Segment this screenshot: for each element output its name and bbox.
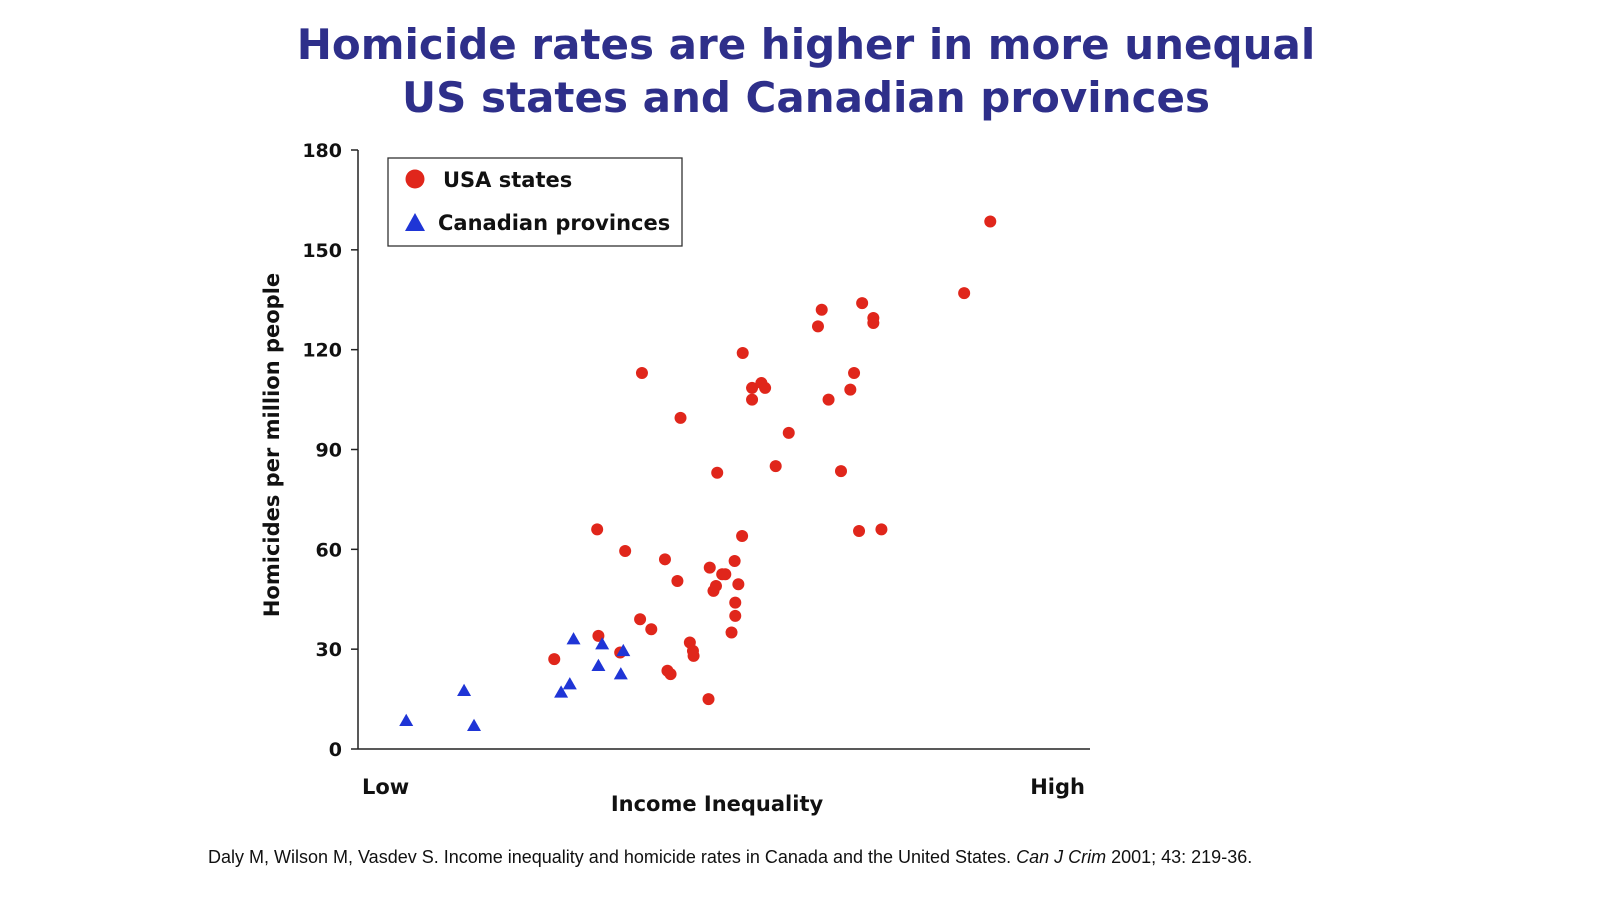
citation-authors: Daly M, Wilson M, Vasdev S. Income inequ…	[208, 847, 1017, 867]
legend-usa-marker	[405, 169, 425, 189]
usa-state-point	[844, 383, 857, 396]
y-tick-label: 60	[316, 539, 342, 561]
usa-state-point	[875, 523, 888, 536]
canadian-province-point	[399, 713, 414, 726]
usa-state-point	[664, 668, 677, 681]
canadian-province-point	[616, 643, 631, 657]
legend-canada-marker	[405, 213, 425, 231]
chart-title-line-1: Homicide rates are higher in more unequa…	[296, 20, 1316, 69]
usa-state-point	[619, 544, 632, 557]
usa-state-point	[822, 393, 835, 406]
usa-state-point	[709, 579, 722, 592]
y-axis-label: Homicides per million people	[260, 273, 284, 617]
citation-journal: Can J Crim	[1016, 847, 1107, 867]
canadian-province-point	[562, 677, 577, 690]
usa-state-point	[732, 578, 745, 591]
usa-state-point	[782, 426, 795, 439]
usa-state-point	[635, 366, 648, 379]
usa-state-point	[815, 303, 828, 316]
usa-state-point	[634, 613, 647, 626]
canadian-province-point	[467, 718, 482, 731]
usa-state-point	[645, 623, 658, 636]
usa-state-point	[736, 530, 749, 543]
y-tick-label: 150	[302, 240, 342, 262]
chart-title-line-2: US states and Canadian provinces	[402, 73, 1210, 122]
usa-state-point	[811, 320, 824, 333]
canadian-province-point	[595, 637, 610, 650]
usa-state-point	[728, 554, 741, 567]
usa-state-point	[759, 381, 772, 394]
y-tick-label: 180	[302, 140, 342, 162]
usa-state-point	[736, 346, 749, 359]
usa-state-point	[658, 553, 671, 566]
usa-state-point	[834, 465, 847, 478]
y-tick-label: 120	[302, 340, 342, 362]
legend: USA states Canadian provinces	[387, 157, 683, 247]
usa-state-point	[591, 523, 604, 536]
usa-state-point	[671, 574, 684, 587]
x-tick-label-high: High	[1030, 775, 1085, 799]
y-tick-label: 30	[316, 639, 342, 661]
usa-state-point	[729, 596, 742, 609]
usa-state-point	[674, 411, 687, 424]
data-points	[399, 215, 997, 731]
canadian-province-point	[554, 685, 569, 698]
canadian-province-point	[457, 683, 472, 697]
usa-state-point	[687, 649, 700, 662]
usa-state-point	[725, 626, 738, 639]
usa-state-point	[867, 317, 880, 330]
legend-box	[387, 157, 683, 247]
usa-state-point	[746, 381, 759, 394]
usa-state-point	[746, 393, 759, 406]
usa-state-point	[856, 297, 869, 310]
citation: Daly M, Wilson M, Vasdev S. Income inequ…	[208, 847, 1252, 868]
usa-state-point	[958, 287, 971, 300]
x-tick-label-low: Low	[362, 775, 409, 799]
y-tick-label: 0	[329, 739, 342, 761]
usa-state-point	[711, 466, 724, 479]
usa-state-point	[848, 366, 861, 379]
usa-state-point	[548, 653, 561, 666]
usa-state-point	[984, 215, 997, 228]
legend-usa-label: USA states	[443, 168, 572, 192]
canadian-province-point	[566, 632, 581, 645]
canadian-province-point	[591, 658, 606, 672]
usa-state-point	[853, 525, 866, 538]
axes: 0 30 60 90 120 150 180 Low High Income Inequality…	[260, 140, 1090, 816]
usa-state-point	[719, 568, 732, 581]
canadian-province-point	[613, 667, 628, 680]
legend-canada-label: Canadian provinces	[438, 211, 670, 235]
usa-state-point	[702, 693, 715, 706]
usa-state-point	[769, 460, 782, 473]
usa-state-point	[729, 609, 742, 622]
x-axis-label: Income Inequality	[611, 792, 824, 816]
y-tick-label: 90	[316, 440, 342, 462]
usa-state-point	[703, 561, 716, 574]
citation-ref: 2001; 43: 219-36.	[1106, 847, 1253, 867]
